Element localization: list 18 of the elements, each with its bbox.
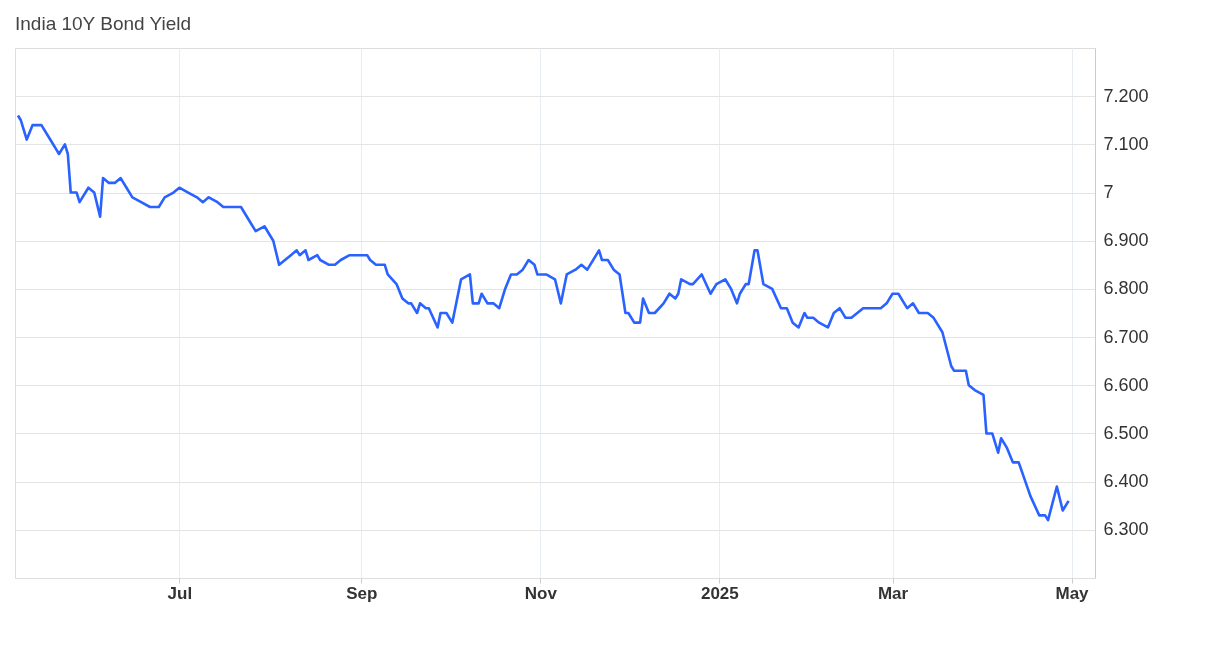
y-tick-label: 6.800	[1103, 278, 1149, 299]
y-tick-label: 7.100	[1103, 133, 1149, 154]
y-tick-label: 7.200	[1103, 85, 1149, 106]
y-tick-label: 6.700	[1103, 326, 1149, 347]
y-tick-label: 7	[1103, 182, 1114, 203]
x-tick-label: May	[1055, 583, 1090, 603]
y-tick-label: 6.300	[1103, 519, 1149, 540]
y-tick-label: 6.600	[1103, 374, 1149, 395]
x-tick-label: Sep	[346, 583, 378, 603]
y-tick-label: 6.400	[1103, 471, 1149, 492]
x-tick-label: Mar	[877, 583, 909, 603]
chart-title: India 10Y Bond Yield	[15, 13, 192, 34]
y-tick-label: 6.500	[1103, 422, 1149, 443]
x-tick-label: 2025	[700, 583, 739, 603]
x-tick-label: Nov	[524, 583, 558, 603]
line-series	[16, 114, 1070, 522]
x-tick-label: Jul	[167, 583, 193, 603]
y-tick-label: 6.900	[1103, 230, 1149, 251]
